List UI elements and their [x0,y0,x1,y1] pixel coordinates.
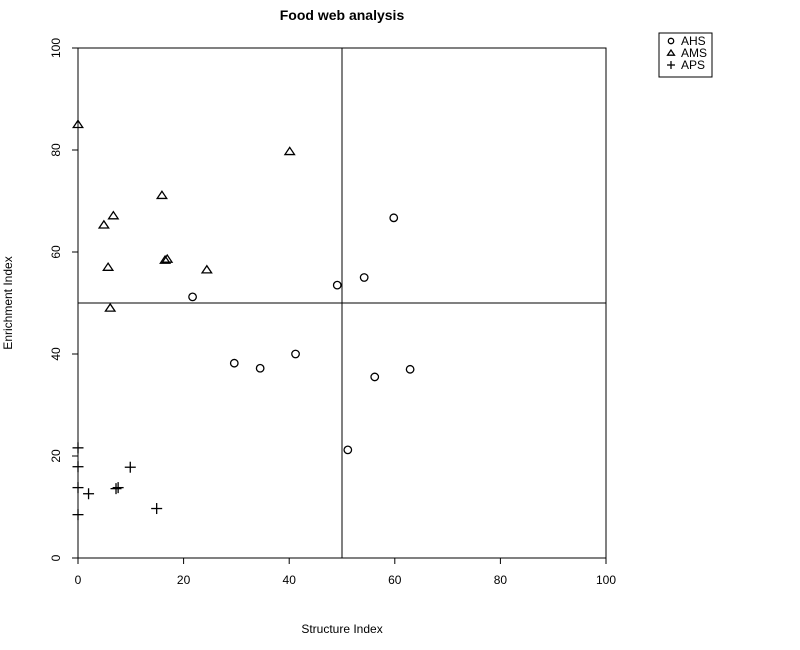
y-tick-label: 20 [49,449,63,463]
x-tick-label: 40 [283,573,297,587]
y-axis: 0 20 40 60 80 100 [49,38,78,561]
x-axis: 0 20 40 60 80 100 [75,558,616,587]
data-point-ams [71,119,85,129]
data-point-ahs [188,292,197,302]
data-point-ams [161,253,174,263]
data-point-ahs [332,280,342,290]
x-axis-label: Structure Index [301,622,382,636]
data-point-ahs [389,213,399,223]
data-points [71,119,415,521]
x-tick-label: 100 [596,573,616,587]
data-point-aps [72,442,84,454]
y-tick-label: 100 [49,38,63,58]
legend-symbol-ams [666,48,676,56]
data-point-ams [200,264,213,274]
y-tick-label: 60 [49,245,63,259]
data-point-aps [72,461,84,473]
x-tick-label: 20 [177,573,191,587]
data-point-aps [72,482,84,494]
y-tick-label: 80 [49,143,63,157]
legend-label-aps: APS [681,58,705,72]
legend-label-ahs: AHS [681,34,706,48]
data-point-ahs [255,363,265,373]
data-point-aps [83,488,95,500]
y-axis-label: Enrichment Index [1,256,15,349]
data-point-ahs [405,364,415,374]
data-point-ahs [229,358,239,368]
data-point-aps [124,461,136,473]
data-point-ams [283,146,296,156]
legend-symbol-aps [667,61,675,69]
data-point-aps [151,503,163,515]
legend-symbol-ahs [667,37,675,45]
data-point-ams [102,262,115,271]
data-point-ams [155,190,168,200]
y-tick-label: 40 [49,347,63,361]
x-tick-label: 60 [388,573,402,587]
y-tick-label: 0 [49,554,63,561]
data-point-ahs [343,445,353,455]
x-tick-label: 80 [494,573,508,587]
data-point-ams [97,219,110,229]
data-point-aps [72,509,84,521]
chart-title: Food web analysis [280,7,405,23]
data-point-aps [112,482,124,494]
data-point-ahs [370,372,380,382]
data-point-ahs [291,349,300,359]
data-point-ams [107,210,120,220]
x-tick-label: 0 [75,573,82,587]
data-point-ams [159,254,172,264]
data-point-ahs [359,273,369,282]
data-point-aps [110,483,122,495]
legend-label-ams: AMS [681,46,707,60]
data-point-ams [104,302,117,312]
